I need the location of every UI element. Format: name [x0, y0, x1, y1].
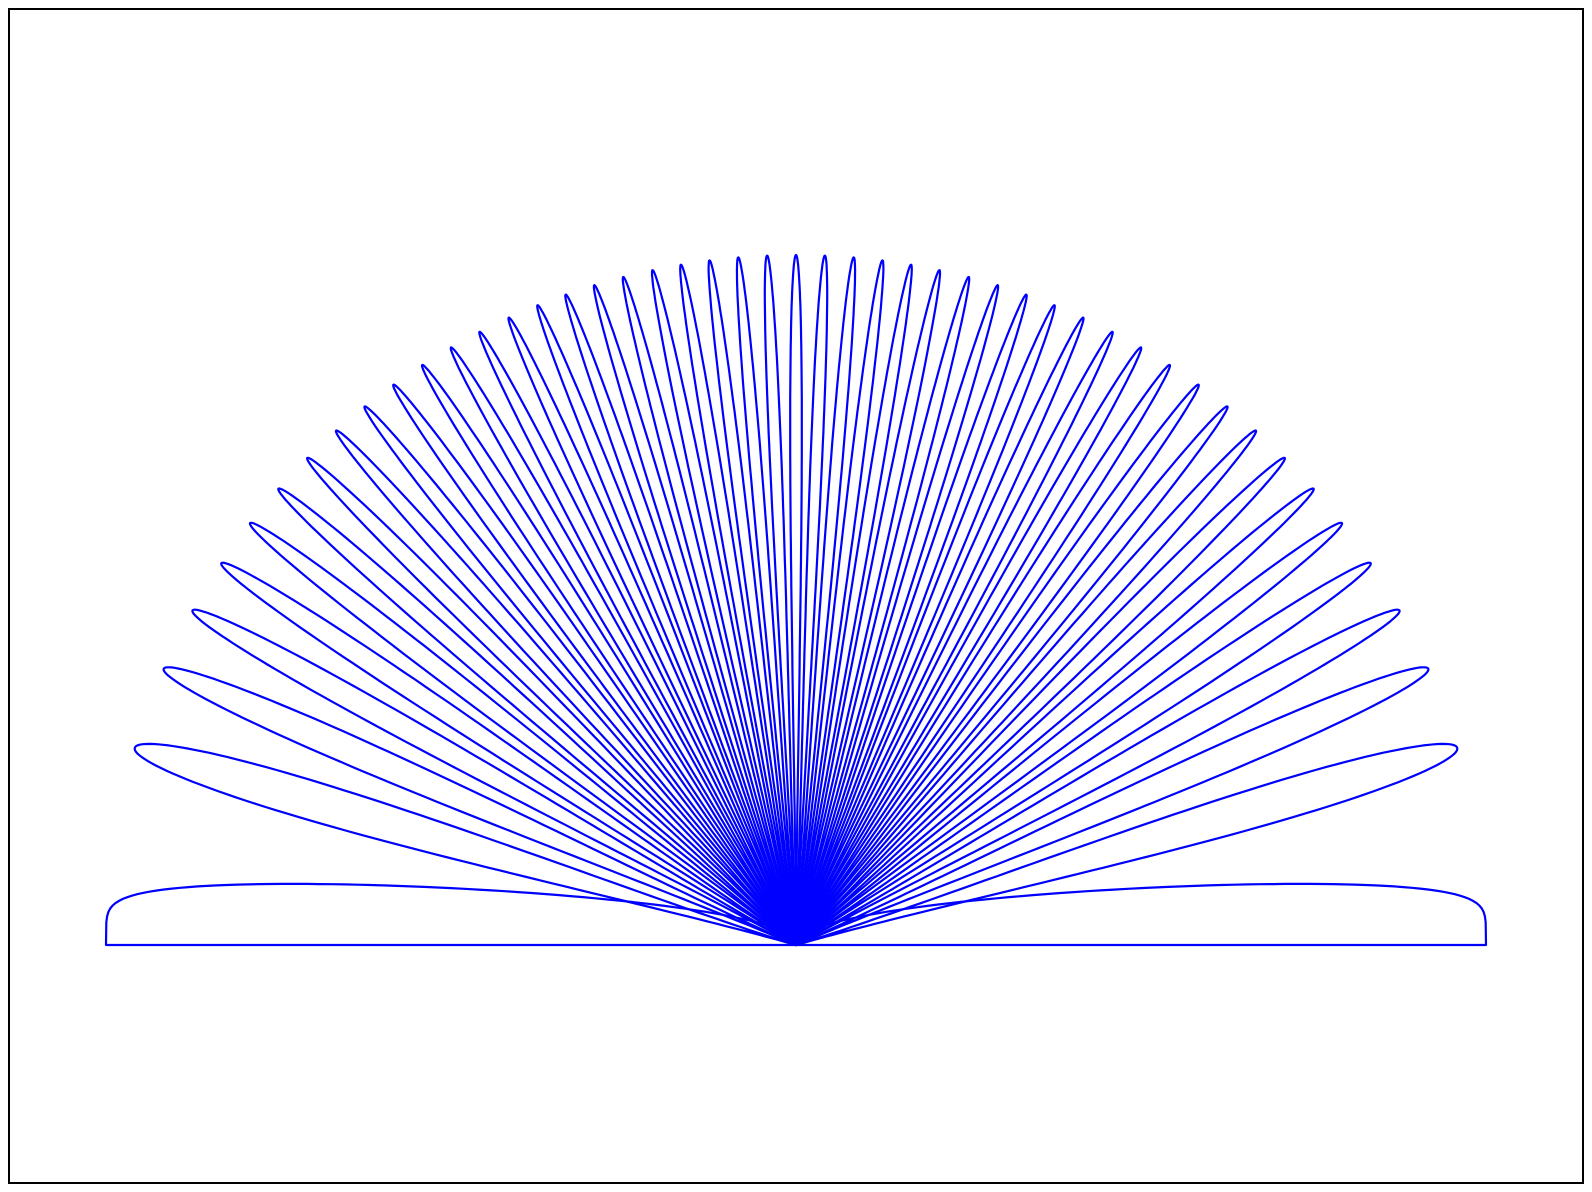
- lobe: [133, 742, 798, 947]
- lobe: [794, 405, 1229, 947]
- lobe: [794, 254, 829, 947]
- lobe: [162, 666, 798, 947]
- lobe: [794, 429, 1258, 947]
- lobe: [794, 346, 1143, 947]
- lobe: [277, 487, 798, 947]
- lobe: [794, 487, 1315, 947]
- lobe: [794, 456, 1286, 947]
- lobe: [794, 275, 971, 947]
- lobe: [191, 608, 798, 947]
- lobe: [794, 304, 1056, 947]
- lobe: [679, 263, 798, 947]
- lobe: [564, 293, 798, 947]
- lobe: [794, 383, 1200, 947]
- lobe: [334, 429, 798, 947]
- lobe: [794, 284, 1000, 947]
- lobe: [392, 383, 798, 947]
- lobe: [794, 330, 1114, 947]
- frame: [8, 8, 1584, 1184]
- lobe: [650, 269, 798, 947]
- lobe: [621, 275, 798, 947]
- lobe: [536, 304, 798, 947]
- lobe: [789, 253, 803, 947]
- lobe: [449, 346, 798, 947]
- lobe: [794, 521, 1344, 947]
- lobe: [794, 259, 885, 947]
- lobe: [763, 254, 798, 947]
- lobe: [794, 608, 1401, 947]
- lobe: [220, 561, 798, 947]
- lobe: [507, 316, 798, 947]
- lobe: [248, 521, 798, 947]
- lobes: [104, 253, 1488, 947]
- lobe: [592, 284, 798, 947]
- lobe: [735, 256, 798, 947]
- lobe: [363, 405, 798, 947]
- lobe: [707, 259, 798, 947]
- lobe: [794, 666, 1430, 947]
- lobe: [794, 316, 1085, 947]
- lobe: [794, 263, 913, 947]
- lobe: [794, 256, 857, 947]
- lobe: [306, 456, 798, 947]
- lobe: [794, 882, 1488, 947]
- lobe: [794, 293, 1028, 947]
- lobe: [478, 330, 798, 947]
- lobe: [794, 363, 1172, 947]
- lobe: [794, 561, 1372, 947]
- lobe: [420, 363, 798, 947]
- lobe: [794, 269, 942, 947]
- lobe: [104, 882, 798, 947]
